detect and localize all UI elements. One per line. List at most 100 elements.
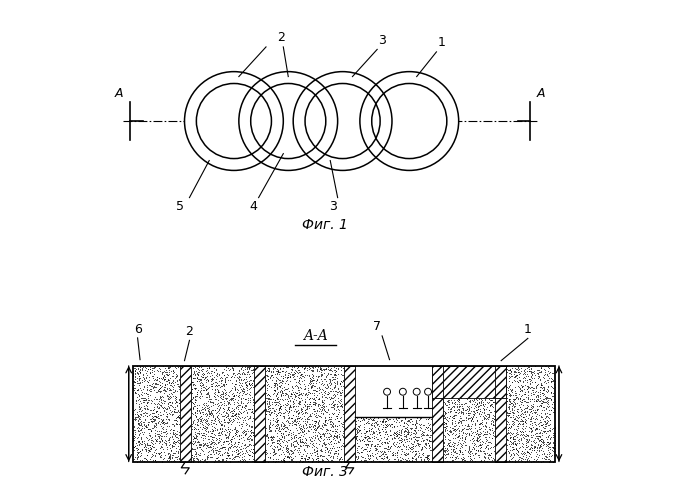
- Point: [329, 390, 340, 398]
- Point: [547, 376, 559, 384]
- Point: [408, 453, 419, 460]
- Point: [330, 367, 341, 374]
- Point: [293, 417, 304, 425]
- Point: [271, 385, 282, 393]
- Point: [508, 413, 519, 421]
- Point: [440, 436, 451, 444]
- Point: [232, 415, 244, 423]
- Point: [223, 405, 234, 413]
- Point: [272, 446, 284, 454]
- Point: [188, 405, 199, 412]
- Point: [154, 385, 165, 393]
- Point: [270, 405, 281, 412]
- Point: [350, 432, 361, 440]
- Point: [298, 438, 309, 446]
- Point: [214, 415, 225, 423]
- Point: [275, 427, 286, 435]
- Point: [504, 407, 515, 415]
- Point: [505, 455, 517, 463]
- Point: [326, 427, 337, 435]
- Point: [242, 427, 253, 435]
- Point: [155, 393, 166, 401]
- Point: [519, 367, 530, 374]
- Point: [161, 427, 172, 435]
- Point: [387, 450, 398, 458]
- Point: [289, 416, 300, 424]
- Point: [164, 415, 175, 423]
- Point: [528, 444, 539, 452]
- Point: [326, 415, 337, 423]
- Point: [241, 386, 252, 394]
- Point: [464, 397, 475, 405]
- Point: [329, 449, 340, 457]
- Point: [452, 439, 463, 447]
- Point: [293, 406, 304, 414]
- Point: [166, 390, 177, 398]
- Point: [412, 419, 423, 427]
- Point: [469, 411, 480, 418]
- Point: [303, 442, 314, 450]
- Point: [449, 425, 461, 433]
- Point: [291, 364, 302, 372]
- Point: [216, 424, 228, 432]
- Point: [535, 429, 546, 437]
- Point: [399, 452, 410, 459]
- Point: [232, 438, 244, 446]
- Point: [542, 371, 553, 379]
- Point: [134, 418, 145, 426]
- Point: [295, 433, 306, 441]
- Point: [542, 441, 554, 449]
- Point: [521, 437, 532, 445]
- Point: [384, 437, 395, 445]
- Point: [263, 424, 274, 432]
- Point: [305, 425, 316, 433]
- Point: [232, 374, 244, 382]
- Point: [526, 431, 537, 439]
- Point: [151, 407, 162, 414]
- Point: [215, 421, 226, 429]
- Point: [296, 407, 307, 414]
- Point: [537, 395, 548, 403]
- Point: [507, 456, 518, 464]
- Point: [363, 437, 374, 445]
- Point: [386, 449, 398, 457]
- Point: [190, 367, 202, 375]
- Point: [306, 457, 317, 465]
- Point: [247, 362, 258, 370]
- Point: [173, 407, 184, 414]
- Point: [274, 369, 286, 376]
- Point: [243, 397, 254, 405]
- Point: [307, 367, 318, 375]
- Point: [262, 435, 273, 443]
- Point: [516, 412, 527, 420]
- Point: [390, 418, 401, 426]
- Point: [231, 426, 242, 434]
- Point: [206, 398, 217, 406]
- Point: [160, 377, 172, 385]
- Point: [404, 428, 415, 436]
- Point: [458, 406, 469, 413]
- Point: [542, 402, 553, 410]
- Point: [272, 411, 283, 419]
- Point: [338, 364, 349, 372]
- Point: [422, 453, 433, 461]
- Point: [505, 413, 517, 421]
- Point: [323, 426, 334, 434]
- Point: [261, 400, 272, 408]
- Point: [146, 443, 158, 451]
- Point: [204, 410, 215, 417]
- Point: [168, 449, 179, 457]
- Point: [290, 392, 301, 400]
- Point: [130, 442, 141, 450]
- Point: [539, 451, 550, 458]
- Point: [274, 444, 286, 452]
- Point: [370, 418, 381, 426]
- Point: [148, 409, 160, 417]
- Point: [138, 382, 149, 390]
- Point: [525, 379, 536, 387]
- Point: [263, 407, 274, 415]
- Point: [148, 406, 160, 413]
- Point: [197, 370, 208, 378]
- Point: [330, 387, 341, 395]
- Point: [158, 397, 169, 405]
